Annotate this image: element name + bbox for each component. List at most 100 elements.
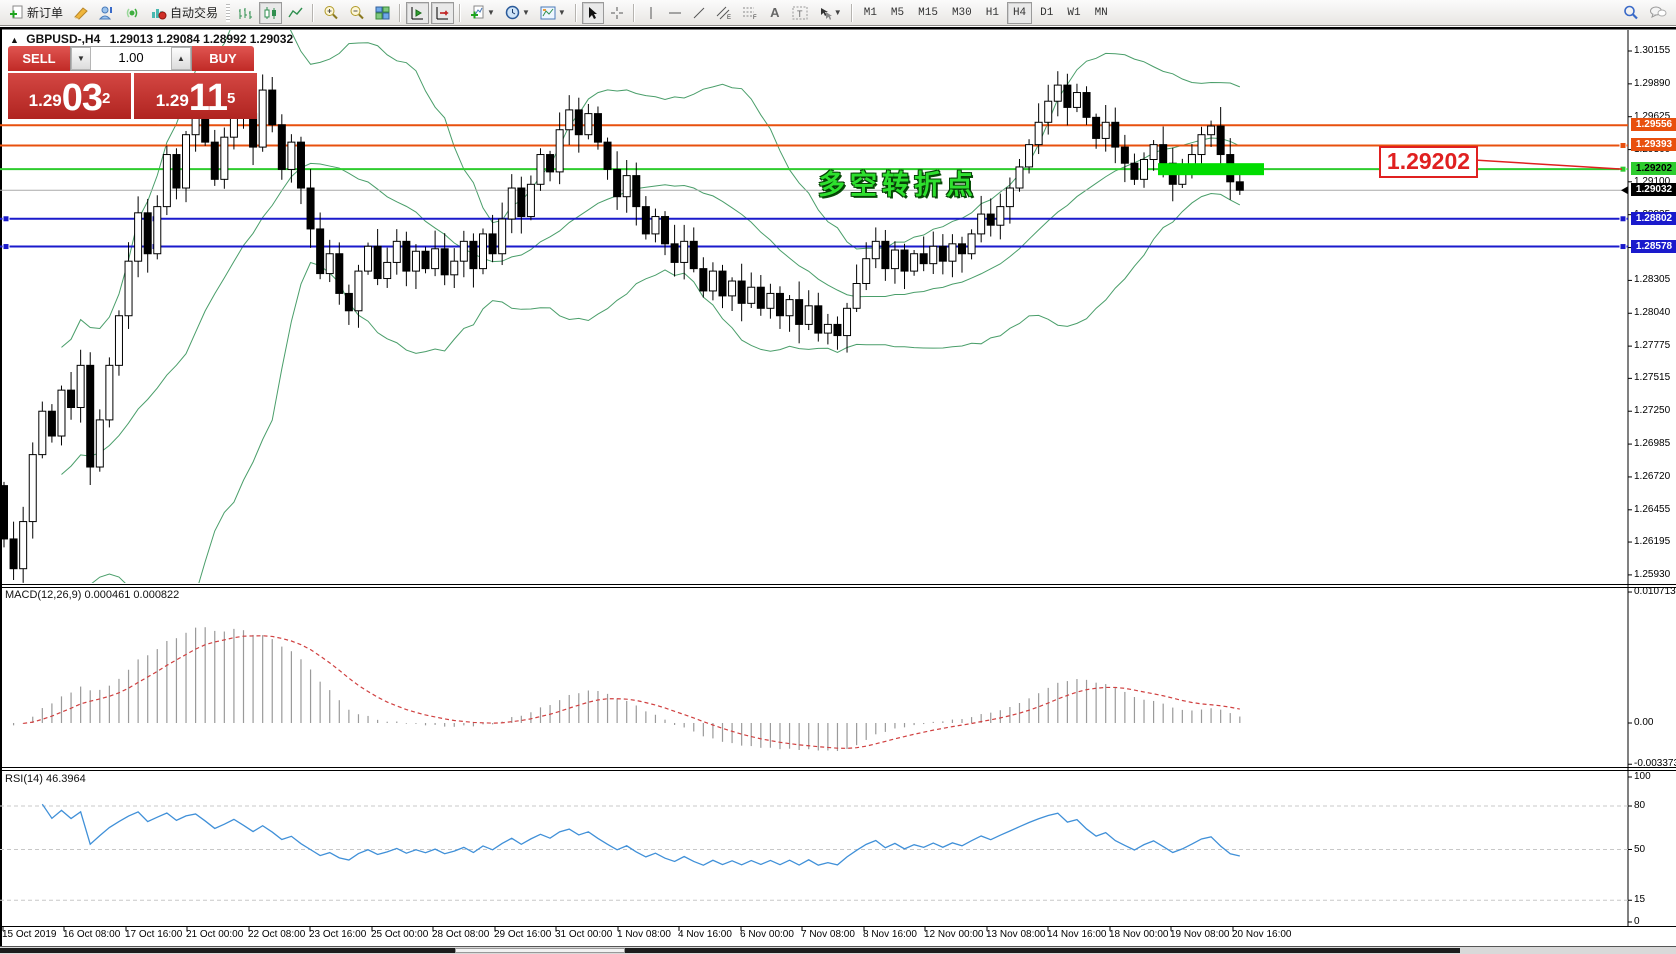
- time-tick-label: 21 Oct 00:00: [186, 929, 244, 940]
- candle-body: [852, 283, 861, 309]
- timeframe-h4[interactable]: H4: [1006, 1, 1033, 24]
- chat-button[interactable]: [1645, 2, 1671, 24]
- candle-body: [823, 323, 832, 334]
- time-tick-label: 17 Oct 16:00: [125, 929, 183, 940]
- candles-group: [0, 71, 1244, 583]
- tile-windows-button[interactable]: [371, 2, 394, 24]
- arrows-tool[interactable]: ▼: [814, 2, 846, 24]
- buy-price-sup: 5: [226, 90, 236, 107]
- signals-button[interactable]: [121, 2, 145, 24]
- rsi-label: RSI(14) 46.3964: [5, 773, 86, 785]
- timeframe-m30[interactable]: M30: [951, 6, 972, 19]
- sell-price-display[interactable]: 1.29 03 2: [8, 73, 131, 119]
- auto-trading-button[interactable]: 自动交易: [147, 2, 222, 24]
- templates-button[interactable]: ▼: [536, 2, 570, 24]
- price-tick-label: 1.26195: [1634, 536, 1671, 548]
- buy-price-small: 1.29: [155, 91, 189, 110]
- search-button[interactable]: [1619, 2, 1643, 24]
- candle-body: [268, 89, 277, 126]
- timeframe-m15[interactable]: M15: [918, 6, 938, 19]
- timeframe-d1[interactable]: D1: [1040, 6, 1054, 19]
- candle-body: [47, 410, 56, 437]
- timeframe-m5[interactable]: M5: [890, 6, 905, 19]
- price-level-tag[interactable]: 1.29202: [1631, 162, 1676, 176]
- buy-price-big: 11: [188, 77, 228, 119]
- candle-body: [383, 261, 392, 280]
- trendline-tool[interactable]: [688, 2, 710, 24]
- chart-shift-button[interactable]: [431, 1, 455, 24]
- vertical-line-tool[interactable]: [640, 2, 662, 24]
- volume-value[interactable]: 1.00: [118, 50, 144, 65]
- rsi-tick-label: 15: [1634, 894, 1646, 906]
- price-level-tag[interactable]: 1.29393: [1631, 138, 1676, 152]
- crosshair-tool-button[interactable]: [606, 2, 628, 24]
- text-tool[interactable]: A: [764, 2, 786, 24]
- zoom-in-button[interactable]: [319, 2, 343, 24]
- candlestick-chart-button[interactable]: [259, 1, 283, 24]
- horizontal-line-tool[interactable]: [664, 2, 686, 24]
- candle-body: [1092, 116, 1101, 139]
- price-level-tag[interactable]: 1.29032: [1631, 183, 1676, 197]
- styler-button[interactable]: [69, 2, 93, 24]
- crayon-icon: [74, 6, 88, 20]
- candle-body: [517, 187, 526, 218]
- buy-button[interactable]: BUY: [192, 46, 254, 71]
- new-order-button[interactable]: 新订单: [5, 2, 67, 24]
- chart-annotation-text[interactable]: 多空转折点: [818, 170, 978, 200]
- price-tick-label: 1.27775: [1634, 340, 1671, 352]
- cursor-tool-button[interactable]: [581, 1, 604, 24]
- candle-body: [1140, 159, 1149, 180]
- candle-body: [546, 154, 555, 173]
- price-level-tag[interactable]: 1.28578: [1631, 239, 1676, 253]
- time-tick-label: 31 Oct 00:00: [555, 929, 613, 940]
- price-level-tag[interactable]: 1.28802: [1631, 211, 1676, 225]
- fibonacci-tool[interactable]: F: [738, 2, 762, 24]
- candle-body: [124, 260, 133, 317]
- sell-button[interactable]: SELL: [8, 46, 70, 71]
- equidistant-channel-tool[interactable]: E: [712, 2, 736, 24]
- periods-button[interactable]: ▼: [501, 2, 534, 24]
- ohlc-values: 1.29013 1.29084 1.28992 1.29032: [109, 32, 294, 46]
- buy-price-display[interactable]: 1.29 11 5: [134, 73, 257, 119]
- market-watch-button[interactable]: [95, 2, 119, 24]
- line-chart-button[interactable]: [284, 2, 307, 24]
- rsi-tick-label: 50: [1634, 843, 1646, 855]
- highlight-zone[interactable]: [1158, 163, 1264, 176]
- candle-body: [95, 419, 104, 468]
- timeframe-h1[interactable]: H1: [985, 6, 999, 19]
- timeframe-w1[interactable]: W1: [1067, 6, 1081, 19]
- collapse-quotes-icon[interactable]: ▲: [10, 35, 19, 45]
- indicators-button[interactable]: ▼: [466, 2, 499, 24]
- volume-increase-button[interactable]: ▲: [171, 47, 191, 70]
- indicators-caret: ▼: [487, 8, 495, 17]
- svg-text:F: F: [753, 15, 757, 20]
- time-tick-label: 4 Nov 16:00: [678, 929, 732, 940]
- candle-body: [900, 249, 909, 272]
- text-label-tool[interactable]: T: [788, 2, 812, 24]
- zoom-out-button[interactable]: [345, 2, 369, 24]
- bar-chart-button[interactable]: [234, 2, 257, 24]
- trendline-icon: [693, 7, 705, 18]
- scrollbar-track-dark: [0, 948, 455, 953]
- scrollbar-thumb[interactable]: [455, 948, 625, 953]
- clock-icon: [505, 5, 520, 20]
- candle-body: [325, 253, 334, 275]
- price-callout-box[interactable]: 1.29202: [1379, 146, 1478, 178]
- volume-decrease-button[interactable]: ▼: [71, 47, 91, 70]
- auto-scroll-button[interactable]: [406, 1, 430, 24]
- candle-body: [699, 268, 708, 292]
- candle-body: [613, 168, 622, 198]
- line-handle: [2, 215, 10, 223]
- timeframe-mn[interactable]: MN: [1094, 6, 1108, 19]
- price-level-tag[interactable]: 1.29556: [1631, 118, 1676, 132]
- timeframe-m1[interactable]: M1: [863, 6, 877, 19]
- candle-body: [948, 243, 957, 262]
- candle-body: [977, 213, 986, 235]
- candle-body: [411, 250, 420, 272]
- candle-body: [1197, 134, 1206, 156]
- candle-body: [1120, 146, 1129, 164]
- svg-text:T: T: [797, 9, 803, 19]
- one-click-top-row: SELL ▼ 1.00 ▲ BUY: [8, 46, 258, 71]
- candle-body: [996, 206, 1005, 226]
